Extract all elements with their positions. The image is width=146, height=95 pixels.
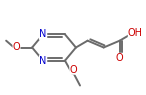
- Text: O: O: [13, 42, 20, 53]
- Text: O: O: [116, 53, 124, 63]
- Text: N: N: [39, 29, 47, 39]
- Text: OH: OH: [128, 28, 143, 38]
- Text: N: N: [39, 56, 47, 66]
- Text: O: O: [69, 65, 77, 75]
